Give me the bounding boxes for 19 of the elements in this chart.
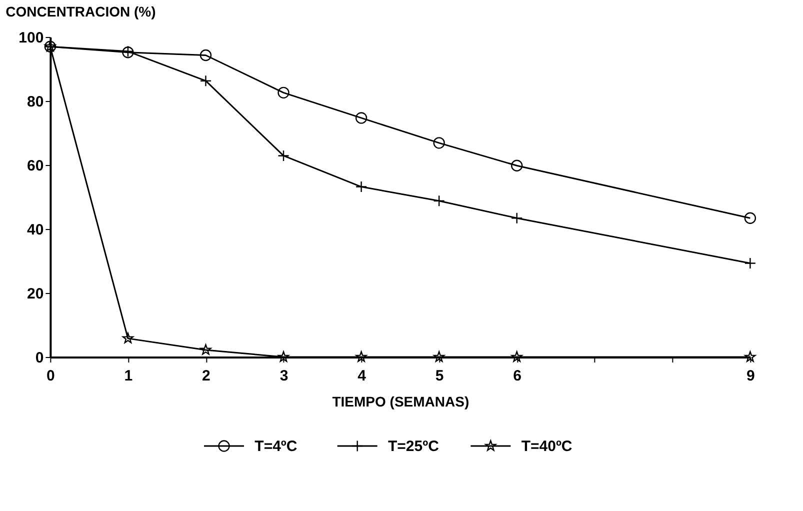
x-tick-label: 9 — [746, 368, 755, 384]
y-axis-title: CONCENTRACION (%) — [6, 4, 156, 20]
x-axis-title: TIEMPO (SEMANAS) — [332, 394, 470, 410]
x-tick-label: 1 — [124, 368, 133, 384]
x-tick-label: 3 — [280, 368, 288, 384]
x-tick-label: 4 — [358, 368, 367, 384]
x-tick-label: 2 — [202, 368, 210, 384]
legend-label: T=40ºC — [521, 438, 572, 455]
x-tick-label: 5 — [435, 368, 444, 384]
y-tick-label: 40 — [26, 222, 44, 238]
y-tick-label: 80 — [26, 94, 44, 110]
x-tick-label: 0 — [46, 368, 55, 384]
y-tick-label: 0 — [35, 350, 44, 366]
y-tick-label: 60 — [26, 158, 44, 174]
legend-label: T=25ºC — [388, 438, 440, 455]
x-tick-label: 6 — [513, 368, 522, 384]
legend-label: T=4ºC — [254, 438, 298, 455]
y-tick-label: 20 — [26, 286, 44, 302]
y-tick-label: 100 — [18, 30, 44, 46]
